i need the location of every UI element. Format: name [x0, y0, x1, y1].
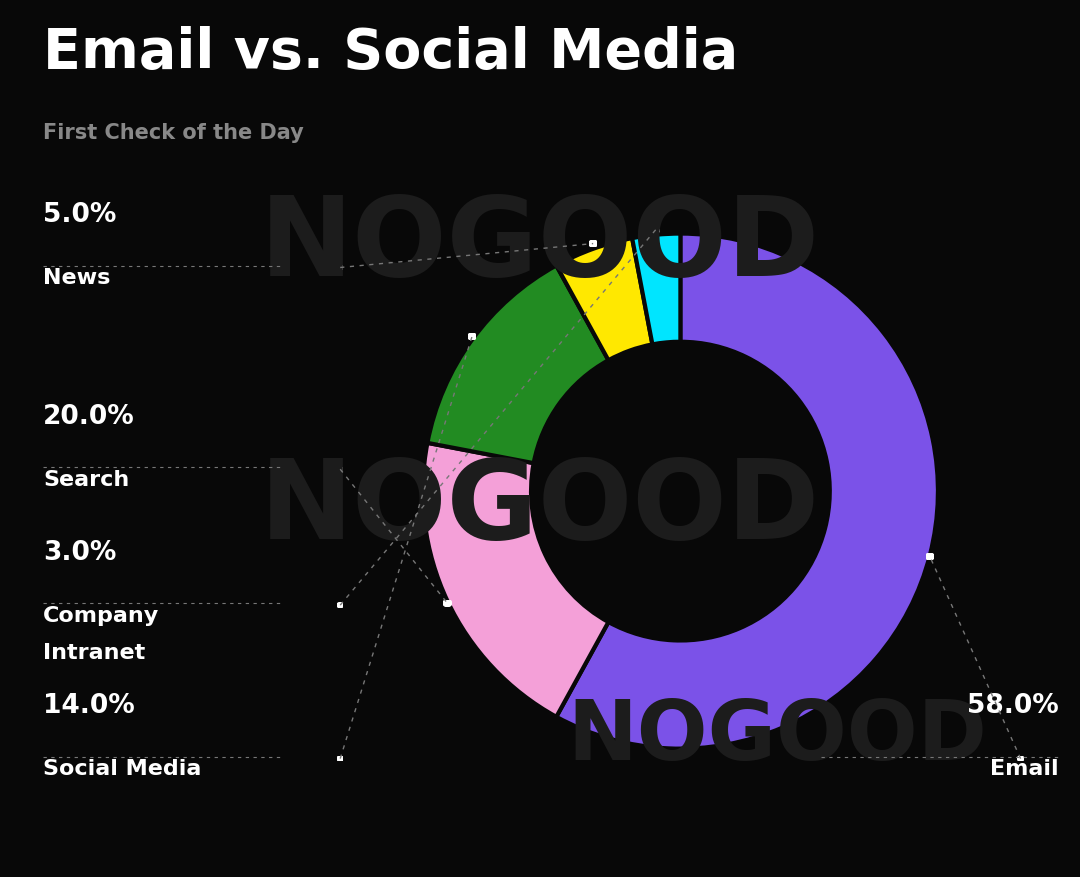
Wedge shape: [428, 266, 608, 463]
Text: 3.0%: 3.0%: [43, 539, 117, 566]
Text: Company: Company: [43, 606, 160, 626]
Circle shape: [337, 467, 343, 472]
Text: News: News: [43, 268, 110, 289]
Text: 20.0%: 20.0%: [43, 403, 135, 430]
Circle shape: [337, 602, 343, 608]
Text: First Check of the Day: First Check of the Day: [43, 123, 303, 143]
Text: NOGOOD: NOGOOD: [568, 696, 987, 777]
Text: Search: Search: [43, 470, 130, 490]
Circle shape: [468, 333, 476, 340]
Circle shape: [1017, 756, 1024, 761]
Text: Email: Email: [989, 759, 1058, 780]
Text: Social Media: Social Media: [43, 759, 202, 780]
Text: 5.0%: 5.0%: [43, 202, 117, 228]
Circle shape: [337, 265, 343, 270]
Wedge shape: [632, 233, 680, 345]
Text: Intranet: Intranet: [43, 643, 146, 663]
Wedge shape: [556, 233, 937, 749]
Circle shape: [337, 756, 343, 761]
Text: NOGOOD: NOGOOD: [260, 455, 820, 562]
Circle shape: [443, 600, 451, 607]
Wedge shape: [556, 239, 652, 360]
Text: 58.0%: 58.0%: [967, 693, 1058, 719]
Text: 14.0%: 14.0%: [43, 693, 135, 719]
Circle shape: [652, 225, 661, 232]
Wedge shape: [423, 443, 608, 717]
Circle shape: [926, 553, 934, 560]
Circle shape: [589, 240, 597, 247]
Text: NOGOOD: NOGOOD: [260, 192, 820, 299]
Text: Email vs. Social Media: Email vs. Social Media: [43, 26, 739, 81]
